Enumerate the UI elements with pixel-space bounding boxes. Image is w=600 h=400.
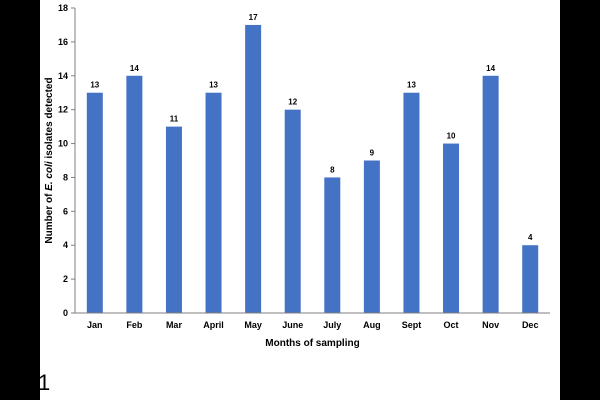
y-tick-label: 14 bbox=[58, 71, 68, 81]
bar-may bbox=[245, 24, 262, 313]
bar-june bbox=[284, 109, 301, 314]
x-tick-label-mar: Mar bbox=[166, 320, 183, 330]
data-label-feb: 14 bbox=[130, 64, 139, 73]
data-label-june: 12 bbox=[288, 98, 297, 107]
data-label-april: 13 bbox=[209, 81, 218, 90]
y-axis-title-suffix: isolates detected bbox=[44, 77, 55, 161]
y-tick-label: 0 bbox=[63, 308, 68, 318]
bar-april bbox=[205, 92, 222, 313]
x-tick-label-april: April bbox=[203, 320, 224, 330]
bar-july bbox=[324, 177, 341, 313]
x-tick-label-july: July bbox=[323, 320, 341, 330]
data-label-oct: 10 bbox=[447, 132, 456, 141]
x-axis-title: Months of sampling bbox=[265, 338, 359, 349]
x-tick-label-nov: Nov bbox=[482, 320, 499, 330]
bar-aug bbox=[363, 160, 380, 313]
data-label-mar: 11 bbox=[170, 115, 179, 124]
y-tick-label: 12 bbox=[58, 105, 68, 115]
data-label-dec: 4 bbox=[528, 233, 533, 242]
data-label-sept: 13 bbox=[407, 81, 416, 90]
y-tick-label: 18 bbox=[58, 3, 68, 13]
x-tick-label-sept: Sept bbox=[402, 320, 422, 330]
x-tick-label-feb: Feb bbox=[126, 320, 143, 330]
bar-chart: 0 2 4 6 8 10 12 14 16 18 13 14 11 13 17 12 8 9 13 10 14 4 Ja… bbox=[44, 3, 550, 349]
figure-number: 1 bbox=[38, 370, 51, 395]
y-tick-label: 4 bbox=[63, 240, 68, 250]
data-label-jan: 13 bbox=[90, 81, 99, 90]
bar-feb bbox=[126, 75, 143, 314]
y-axis-ticks: 0 2 4 6 8 10 12 14 16 18 bbox=[58, 3, 75, 318]
x-tick-label-dec: Dec bbox=[522, 320, 539, 330]
x-tick-label-june: June bbox=[282, 320, 303, 330]
x-tick-label-jan: Jan bbox=[87, 320, 103, 330]
bar-dec bbox=[522, 245, 539, 313]
data-label-nov: 14 bbox=[486, 64, 495, 73]
data-label-july: 8 bbox=[330, 165, 335, 174]
bar-nov bbox=[482, 75, 499, 314]
y-tick-label: 6 bbox=[63, 206, 68, 216]
data-labels: 13 14 11 13 17 12 8 9 13 10 14 4 bbox=[90, 13, 533, 242]
data-label-aug: 9 bbox=[370, 149, 375, 158]
data-label-may: 17 bbox=[249, 13, 258, 22]
bar-oct bbox=[443, 143, 460, 313]
y-tick-label: 2 bbox=[63, 274, 68, 284]
y-axis-title-prefix: Number of bbox=[44, 191, 55, 244]
bar-sept bbox=[403, 92, 420, 313]
x-tick-label-may: May bbox=[244, 320, 262, 330]
y-tick-label: 16 bbox=[58, 37, 68, 47]
x-tick-label-oct: Oct bbox=[444, 320, 459, 330]
x-axis-ticks: Jan Feb Mar April May June July Aug Sept Oct Nov De… bbox=[87, 320, 538, 330]
bar-mar bbox=[165, 126, 182, 313]
y-axis-title: Number of E. coli isolates detected bbox=[44, 77, 55, 243]
y-tick-label: 8 bbox=[63, 172, 68, 182]
bars bbox=[86, 24, 539, 314]
bar-jan bbox=[86, 92, 103, 313]
y-axis-title-italic: E. coli bbox=[44, 161, 55, 191]
figure-canvas: 0 2 4 6 8 10 12 14 16 18 13 14 11 13 17 12 8 9 13 10 14 4 Ja… bbox=[40, 0, 560, 400]
y-tick-label: 10 bbox=[58, 139, 68, 149]
x-tick-label-aug: Aug bbox=[363, 320, 381, 330]
